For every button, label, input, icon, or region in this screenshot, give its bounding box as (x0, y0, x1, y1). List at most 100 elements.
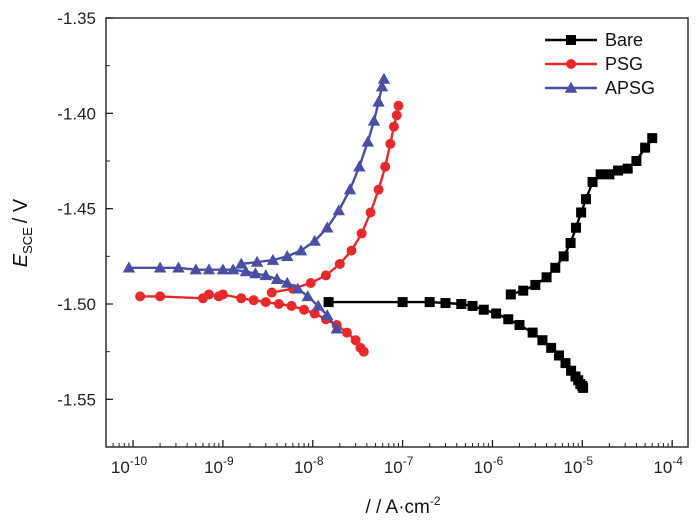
x-tick-label: 10-6 (474, 454, 504, 477)
psg-point (393, 100, 404, 111)
x-axis-title: / / A·cm-2 (365, 494, 440, 518)
psg-point (299, 304, 310, 315)
apsg-point (172, 261, 185, 273)
psg-point (273, 299, 284, 309)
bare-point (566, 365, 577, 376)
apsg-point (294, 244, 308, 256)
psg-point (217, 289, 228, 300)
psg-point (356, 228, 367, 239)
psg-point (260, 297, 271, 308)
legend-item-apsg: APSG (545, 78, 655, 98)
bare-point (622, 163, 633, 174)
bare-point (613, 165, 624, 176)
plot-frame (105, 17, 689, 448)
bare-point (491, 308, 502, 319)
legend-marker (566, 59, 576, 69)
psg-point (309, 308, 320, 319)
apsg-point (270, 272, 284, 284)
bare-point (546, 342, 557, 353)
legend-item-bare: Bare (545, 30, 643, 50)
bare-point (527, 327, 538, 338)
psg-point (350, 335, 361, 346)
x-tick-label: 10-10 (111, 454, 148, 477)
bare-point (518, 285, 529, 296)
y-tick-label: -1.55 (57, 390, 96, 409)
x-tick-labels: 10-10 10-9 10-8 10-7 10-6 10-5 10-4 (111, 454, 683, 477)
bare-point (570, 222, 581, 233)
apsg-point (249, 267, 262, 279)
y-tick-label: -1.40 (57, 104, 96, 123)
bare-point (647, 133, 658, 144)
psg-point (248, 295, 259, 306)
bare-point (595, 169, 606, 180)
series-apsg (122, 72, 391, 334)
apsg-point (235, 257, 248, 269)
legend-marker (564, 81, 578, 93)
legend: Bare PSG APSG (545, 30, 655, 98)
bare-point (631, 156, 642, 166)
y-tick-label: -1.50 (57, 295, 96, 314)
psg-point (266, 287, 277, 298)
bare-point (578, 382, 589, 393)
bare-point (537, 335, 548, 346)
apsg-point (353, 160, 366, 172)
apsg-point (250, 255, 264, 267)
bare-point (397, 297, 408, 308)
bare-point (565, 237, 576, 248)
psg-point (320, 270, 331, 281)
y-tick-labels: -1.35 -1.40 -1.45 -1.50 -1.55 (57, 9, 96, 409)
apsg-point (361, 135, 375, 147)
legend-marker (566, 35, 576, 45)
apsg-point (281, 276, 294, 288)
bare-point (541, 272, 552, 283)
bare-point (323, 297, 334, 308)
apsg-point (330, 322, 343, 334)
apsg-point (239, 265, 253, 277)
series-bare (323, 133, 658, 393)
bare-point (587, 176, 598, 187)
psg-point (373, 184, 384, 195)
x-tick-label: 10-9 (204, 454, 234, 477)
apsg-point (332, 204, 346, 216)
series-layer (122, 72, 658, 393)
bare-point (505, 289, 516, 300)
bare-point (553, 350, 564, 361)
apsg-point (122, 261, 136, 273)
bare-point (514, 319, 525, 330)
bare-point (581, 194, 592, 205)
psg-point (358, 346, 369, 357)
psg-point (346, 245, 357, 256)
legend-label: APSG (605, 78, 655, 98)
psg-point (236, 293, 247, 304)
apsg-point (301, 290, 314, 302)
bare-point (550, 262, 561, 273)
apsg-point (377, 72, 391, 84)
y-tick-label: -1.35 (57, 9, 96, 28)
bare-point (467, 300, 478, 311)
bare-point (640, 142, 651, 153)
bare-point (560, 358, 571, 369)
bare-point (530, 279, 541, 290)
psg-point (203, 289, 214, 300)
legend-label: PSG (605, 54, 643, 74)
apsg-point (291, 282, 304, 294)
apsg-point (216, 263, 230, 275)
psg-point (155, 291, 166, 302)
bare-point (558, 251, 569, 262)
psg-point (305, 278, 316, 289)
apsg-point (343, 183, 357, 195)
psg-point (385, 138, 396, 149)
psg-point (334, 258, 345, 269)
y-tick-label: -1.45 (57, 200, 96, 219)
x-tick-label: 10-7 (384, 454, 414, 477)
apsg-point (226, 263, 240, 275)
apsg-point (308, 234, 321, 246)
legend-label: Bare (605, 30, 643, 50)
psg-point (135, 291, 146, 302)
y-axis-title: ESCE/ V (10, 198, 35, 267)
bare-point (604, 169, 615, 180)
psg-point (391, 110, 402, 121)
apsg-point (202, 263, 216, 275)
bare-point (503, 314, 514, 325)
psg-point (341, 327, 352, 338)
